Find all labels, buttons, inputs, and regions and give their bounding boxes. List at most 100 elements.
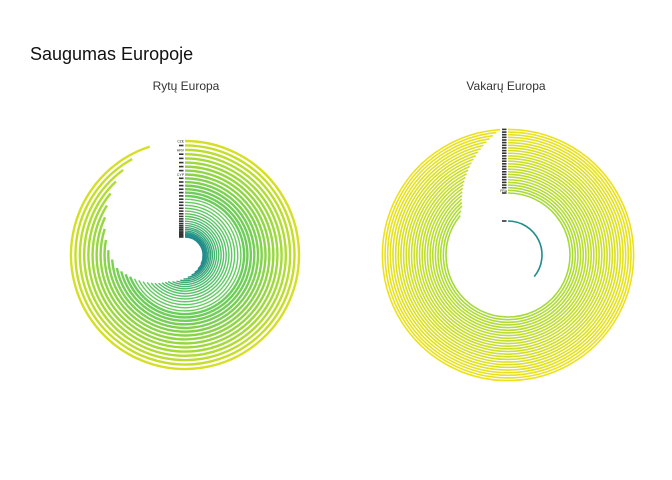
bar-tick-1-23 [502,133,507,136]
bar-1-13 [413,160,603,350]
bar-0-34 [69,139,301,371]
bar-0-7 [180,228,212,282]
bar-0-20 [128,194,246,316]
bar-0-24 [110,180,260,330]
bar-1-17 [402,149,614,361]
bar-0-15 [150,210,230,300]
bar-tick-1-11 [502,165,507,168]
bar-tick-0-9 [179,224,184,227]
bar-0-23 [115,184,256,326]
bar-1-21 [392,139,624,371]
bar-tick-0-7 [179,228,184,231]
bar-tick-0-17 [179,204,184,207]
bar-0-27 [99,169,271,341]
bar-tick-0-23 [179,184,184,187]
bar-0-16 [146,207,233,303]
bar-tick-1-21 [502,139,507,141]
bar-1-18 [400,147,616,363]
bar-tick-0-12 [179,218,184,220]
bar-1-23 [386,133,630,377]
bar-1-22 [389,136,627,374]
bar-1-14 [410,157,606,353]
bar-tick-0-31 [179,153,184,155]
bar-1-25 [381,128,635,382]
bar-0-14 [154,213,227,297]
bar-tick-1-8 [502,173,507,176]
bar-1-15 [408,155,608,355]
bar-tick-1-4 [502,184,507,186]
bar-tick-1-16 [502,152,507,154]
bar-0-19 [133,198,242,312]
bar-0-31 [82,152,288,358]
bar-tick-0-4 [179,233,184,235]
bar-0-22 [120,187,252,323]
bar-1-8 [426,173,590,337]
bar-tick-1-22 [502,136,507,139]
bar-tick-1-25 [502,128,507,131]
bar-1-12 [416,163,600,347]
bar-tick-0-30 [179,157,184,160]
bar-tick-0-19 [179,198,184,200]
chart-title: Saugumas Europoje [30,44,194,64]
bar-1-10 [421,168,595,342]
bar-tick-1-18 [502,147,507,149]
bar-tick-0-5 [179,231,184,234]
bar-1-5 [434,181,582,329]
bar-tick-0-22 [179,188,184,190]
bar-tick-0-25 [179,177,184,180]
bar-label-0-34: CZE [177,140,185,144]
bar-1-20 [394,141,622,369]
bar-0-4 [184,233,207,276]
bar-label-1-2: FRA [500,189,508,193]
panel-east: CYP HRV CZE [69,139,301,371]
bar-0-1 [184,235,205,265]
bar-tick-1-10 [502,168,507,170]
bar-tick-0-16 [179,207,184,210]
bar-0-9 [172,224,216,286]
panel-west: FRA [381,128,635,382]
bar-tick-0-18 [179,201,184,204]
bar-0-10 [167,222,218,288]
bar-1-1 [445,192,571,318]
panel-title-west: Vakarų Europa [466,79,546,93]
bar-1-11 [418,165,598,345]
bar-tick-1-6 [502,178,507,181]
bar-tick-1-3 [502,186,507,189]
bar-tick-0-15 [179,210,184,212]
bar-tick-1-24 [502,131,507,133]
bar-tick-1-19 [502,144,507,147]
bar-tick-0-13 [179,215,184,218]
bar-tick-0-3 [179,234,184,236]
bar-tick-0-33 [179,144,184,147]
bar-1-24 [384,131,632,379]
bar-0-33 [74,144,296,366]
bar-0-26 [103,173,267,337]
bar-tick-1-14 [502,157,507,160]
bar-0-2 [184,235,205,270]
bar-tick-1-20 [502,141,507,144]
bar-1-0 [507,220,543,278]
bar-0-6 [183,230,210,280]
bar-tick-1-9 [502,171,507,173]
bar-0-25 [107,177,263,333]
bar-0-3 [184,234,206,274]
bar-0-17 [142,204,236,306]
bar-1-16 [405,152,611,358]
bar-tick-0-8 [179,226,184,229]
bar-tick-1-12 [502,163,507,165]
bar-0-13 [158,215,225,295]
panel-title-east: Rytų Europa [152,79,220,93]
bar-tick-1-0 [502,220,507,222]
bar-1-9 [424,171,592,339]
bar-0-5 [184,231,209,278]
bar-1-7 [429,176,587,334]
bar-tick-0-10 [179,222,184,225]
bar-0-18 [138,201,239,309]
bar-tick-0-24 [179,181,184,183]
bar-0-11 [164,220,220,290]
bar-tick-0-20 [179,195,184,197]
bar-tick-1-5 [502,181,507,184]
bar-0-28 [95,165,275,345]
bar-tick-0-6 [179,230,184,232]
